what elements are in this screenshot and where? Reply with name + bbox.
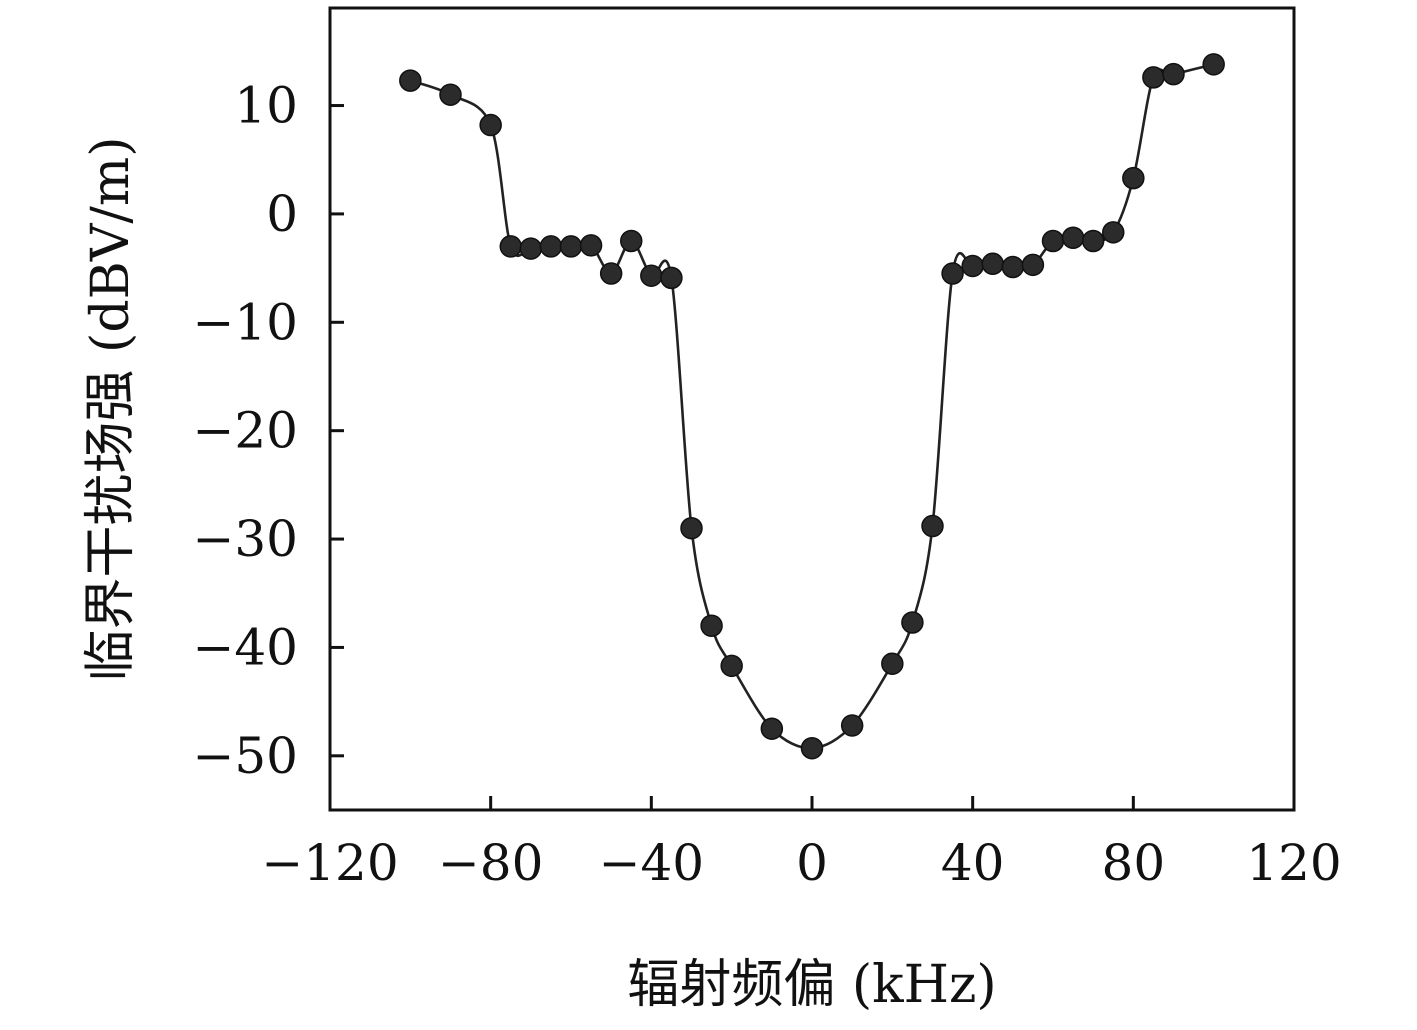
- data-point: [660, 266, 683, 290]
- y-tick-label: 0: [266, 185, 298, 243]
- y-tick-label: −20: [192, 402, 298, 460]
- data-point: [559, 235, 583, 258]
- data-point: [921, 514, 944, 538]
- x-tick-label: 0: [796, 834, 828, 892]
- data-point: [901, 611, 924, 634]
- data-point: [579, 234, 603, 257]
- data-point: [881, 652, 904, 675]
- x-tick-label: 120: [1246, 834, 1341, 892]
- x-tick-label: −80: [438, 834, 544, 892]
- axis-ticks: [328, 104, 1296, 810]
- data-point: [1081, 229, 1105, 253]
- data-point: [499, 235, 522, 258]
- y-tick-label: 10: [234, 77, 298, 135]
- data-point: [399, 69, 422, 92]
- data-point: [1061, 226, 1085, 250]
- data-point: [981, 252, 1004, 276]
- data-point: [961, 254, 984, 278]
- data-point: [439, 83, 462, 106]
- y-tick-label: −10: [192, 293, 298, 351]
- data-point: [720, 654, 743, 678]
- data-point: [1162, 62, 1185, 86]
- y-tick-label: −30: [192, 510, 298, 568]
- x-tick-label: −40: [599, 834, 705, 892]
- data-point: [519, 237, 543, 260]
- y-tick-label: −40: [192, 618, 298, 676]
- data-point: [599, 262, 623, 285]
- tick-labels: −120 −80 −40 0 40 80 120 −50 −40 −30 −20 −10 0 10: [192, 77, 1341, 892]
- data-point: [1142, 66, 1165, 89]
- x-tick-label: 40: [941, 834, 1005, 892]
- data-point: [1021, 253, 1045, 277]
- series-line: [409, 63, 1214, 750]
- data-point: [680, 516, 703, 540]
- y-axis-label: 临界干扰场强 (dBV/m): [81, 137, 141, 682]
- data-point: [539, 235, 563, 258]
- x-tick-label: −120: [261, 834, 398, 892]
- data-markers: [399, 53, 1225, 760]
- data-point: [760, 717, 784, 740]
- data-point: [1202, 53, 1225, 76]
- data-point: [1001, 255, 1025, 279]
- x-axis-label: 辐射频偏 (kHz): [627, 955, 996, 1015]
- data-point: [479, 113, 502, 137]
- x-tick-label: 80: [1102, 834, 1166, 892]
- data-point: [640, 264, 663, 287]
- data-point: [840, 714, 864, 737]
- data-point: [1122, 166, 1145, 190]
- data-point: [1041, 229, 1065, 253]
- data-point: [1102, 221, 1125, 244]
- data-point: [620, 229, 643, 253]
- data-point: [941, 262, 964, 285]
- plot-frame: [328, 6, 1296, 812]
- data-point: [700, 614, 723, 638]
- data-point: [800, 736, 824, 760]
- y-tick-label: −50: [192, 727, 298, 785]
